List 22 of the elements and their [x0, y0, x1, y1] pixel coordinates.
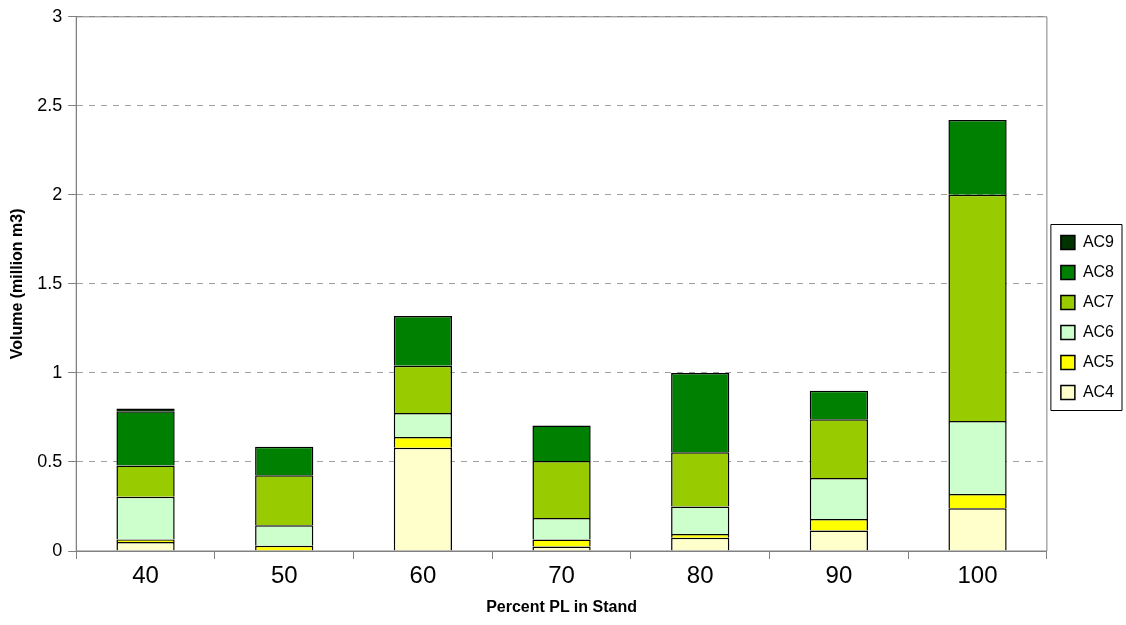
x-tick-label: 40 [132, 561, 159, 589]
y-tick-label: 2 [52, 183, 63, 204]
x-axis-title: Percent PL in Stand [486, 597, 637, 615]
legend-label: AC4 [1082, 382, 1115, 400]
y-tick-label: 2.5 [37, 94, 63, 115]
y-tick-label: 3 [52, 5, 63, 26]
legend-label: AC5 [1082, 352, 1115, 370]
x-tick-label: 100 [957, 561, 998, 589]
y-axis-title: Volume (million m3) [8, 208, 26, 360]
x-tick-label: 50 [270, 561, 298, 589]
legend-label: AC7 [1082, 292, 1115, 310]
x-tick-label: 90 [825, 561, 853, 589]
y-tick-label: 0 [52, 539, 63, 560]
legend-label: AC6 [1082, 322, 1115, 340]
y-tick-label: 0.5 [37, 450, 63, 471]
y-tick-label: 1 [52, 361, 63, 382]
legend-label: AC8 [1082, 262, 1115, 280]
y-tick-label: 1.5 [37, 272, 63, 293]
x-tick-label: 60 [409, 561, 437, 589]
legend-label: AC9 [1082, 232, 1115, 250]
x-tick-label: 80 [686, 561, 714, 589]
x-tick-label: 70 [548, 561, 575, 589]
